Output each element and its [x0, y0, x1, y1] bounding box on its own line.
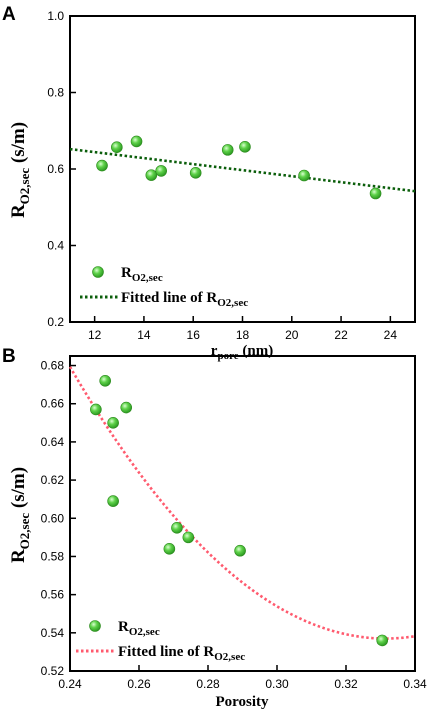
x-tick-label-b: 0.26 [127, 677, 151, 691]
data-point-a [298, 169, 310, 182]
y-tick-label-b: 0.66 [41, 397, 65, 411]
y-tick-label-b: 0.60 [41, 511, 65, 525]
legend-a: RO2,sec Fitted line of RO2,sec [80, 265, 248, 309]
legend-marker-a [92, 266, 104, 278]
data-point-a [155, 165, 167, 177]
data-point-b [182, 531, 195, 544]
data-point-b [163, 543, 176, 555]
legend-marker-b [89, 620, 101, 632]
legend-scatter-label-a: RO2,sec [121, 265, 163, 284]
data-point-b [120, 401, 133, 414]
x-tick-label-b: 0.34 [403, 677, 427, 691]
y-tick-label-b: 0.56 [41, 588, 65, 602]
x-tick-label-a: 24 [384, 328, 398, 342]
y-tick-label-b: 0.68 [41, 359, 65, 373]
data-point-a [130, 135, 143, 148]
x-axis-label-a: rpore (nm) [211, 343, 273, 362]
y-tick-label-b: 0.64 [41, 435, 65, 449]
panel-label-b: B [2, 346, 16, 367]
y-tick-label-b: 0.52 [41, 664, 65, 678]
y-tick-label-a: 0.6 [47, 162, 64, 176]
x-tick-label-a: 14 [137, 328, 151, 342]
legend-b: RO2,sec Fitted line of RO2,sec [76, 619, 245, 663]
data-point-b [107, 495, 119, 507]
x-axis-label-b: Porosity [215, 694, 269, 710]
data-point-b [99, 375, 111, 387]
x-tick-label-b: 0.32 [334, 677, 358, 691]
data-point-a [221, 144, 234, 156]
x-tick-label-b: 0.30 [265, 677, 289, 691]
y-tick-label-a: 0.8 [47, 86, 64, 100]
legend-fit-label-a: Fitted line of RO2,sec [121, 290, 248, 309]
axis-ticks-b: 0.24 0.26 0.28 0.30 0.32 0.34 0.52 0.54 0.56 0.58… [41, 359, 427, 691]
legend-fit-label-b: Fitted line of RO2,sec [118, 644, 245, 663]
data-point-b [90, 403, 102, 416]
data-point-b [234, 544, 246, 557]
panel-label-a: A [2, 4, 16, 25]
fitted-line-a [69, 147, 416, 193]
x-tick-label-a: 16 [187, 328, 201, 342]
data-point-a [189, 167, 202, 179]
y-tick-label-a: 0.2 [47, 315, 64, 329]
data-point-a [239, 141, 251, 153]
plot-frame-b [69, 355, 416, 672]
chart-panel-a: A 12 14 16 18 20 22 24 0.2 0.4 0.6 0.8 1.0 RO2,sec … [2, 4, 416, 362]
data-point-b [107, 417, 119, 429]
x-tick-label-a: 20 [285, 328, 299, 342]
fit-line-a [69, 147, 416, 193]
y-tick-label-a: 1.0 [47, 9, 64, 23]
data-point-a [96, 159, 108, 172]
y-tick-label-b: 0.54 [41, 626, 65, 640]
x-tick-label-a: 22 [334, 328, 348, 342]
y-tick-label-b: 0.62 [41, 473, 65, 487]
x-tick-label-b: 0.24 [58, 677, 82, 691]
y-tick-label-a: 0.4 [47, 239, 64, 253]
fitted-line-b [68, 366, 416, 640]
x-tick-label-a: 18 [236, 328, 250, 342]
y-axis-label-a: RO2,sec (s/m) [8, 122, 32, 218]
y-axis-label-b: RO2,sec (s/m) [8, 467, 32, 563]
axis-ticks-a: 12 14 16 18 20 22 24 0.2 0.4 0.6 0.8 1.0 [47, 9, 397, 342]
data-point-b [376, 634, 389, 647]
legend-scatter-label-b: RO2,sec [118, 619, 160, 638]
data-point-a [111, 141, 123, 153]
data-points-b [90, 375, 389, 647]
y-tick-label-b: 0.58 [41, 549, 65, 563]
data-points-a [96, 135, 382, 200]
data-point-a [145, 169, 158, 181]
data-point-b [171, 522, 183, 534]
chart-panel-b: B 0.24 0.26 0.28 0.30 0.32 0.340.520.540.560.… [2, 346, 427, 710]
x-tick-label-b: 0.28 [196, 677, 220, 691]
fit-line-b [68, 366, 416, 640]
x-tick-label-a: 12 [88, 328, 102, 342]
data-point-a [369, 187, 382, 200]
